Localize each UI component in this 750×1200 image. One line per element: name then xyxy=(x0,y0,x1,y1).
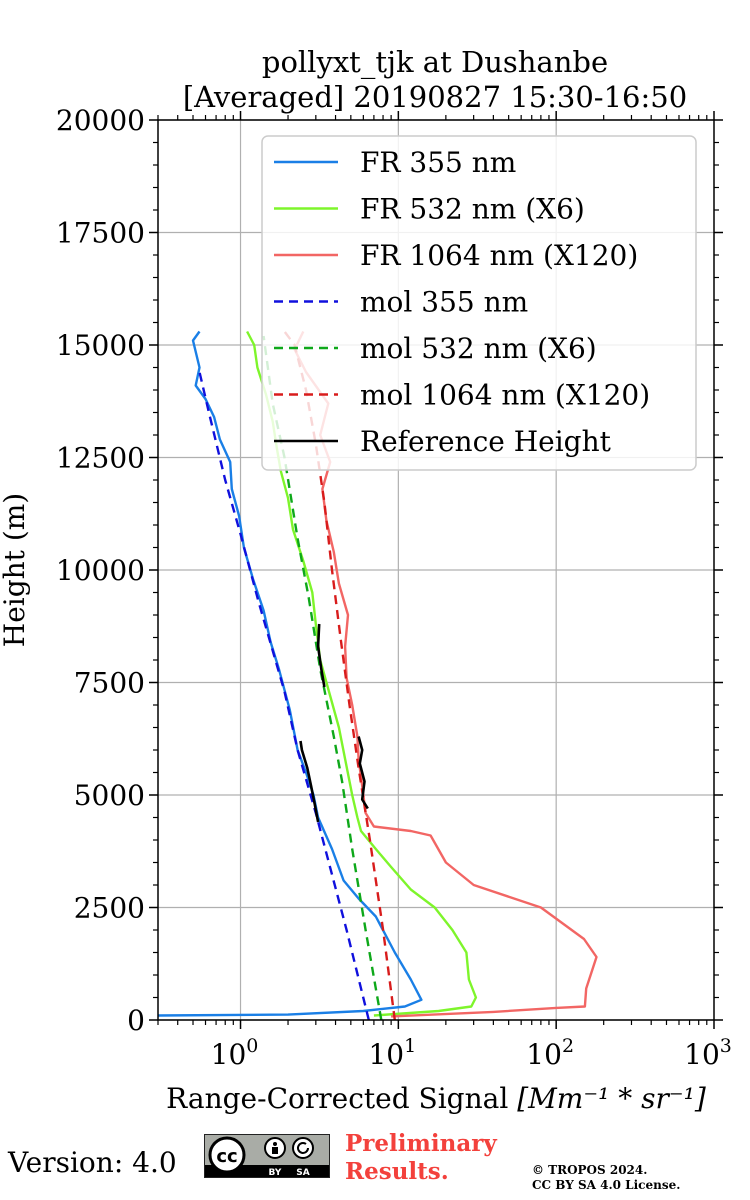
y-tick-label: 12500 xyxy=(56,442,145,475)
legend-label-mol-532-nm-x6: mol 532 nm (X6) xyxy=(360,332,597,365)
y-tick-label: 7500 xyxy=(74,667,145,700)
series-line-reference-height xyxy=(316,623,326,688)
plot-frame xyxy=(157,119,715,1021)
cc-sa-label: SA xyxy=(296,1168,309,1177)
axis-ticks: 0250050007500100001250015000175002000010… xyxy=(56,104,732,1071)
cc-badge-graphic: cc BY SA xyxy=(205,1136,329,1178)
x-tick-label: 100 xyxy=(211,1035,259,1071)
x-tick-base: 10 xyxy=(684,1038,720,1071)
x-tick-base: 10 xyxy=(368,1038,404,1071)
legend: FR 355 nm FR 532 nm (X6) FR 1064 nm (X120)… xyxy=(261,135,697,471)
y-tick-label: 17500 xyxy=(56,217,145,250)
preliminary-results-note: Preliminary Results. xyxy=(345,1130,497,1186)
y-axis-label: Height (m) xyxy=(0,493,31,647)
x-tick-base: 10 xyxy=(526,1038,562,1071)
cc-license-badge: cc BY SA xyxy=(204,1134,330,1178)
y-tick-label: 5000 xyxy=(74,779,145,812)
y-tick-label: 2500 xyxy=(74,892,145,925)
x-tick-exponent: 1 xyxy=(404,1035,416,1057)
y-tick-label: 10000 xyxy=(56,554,145,587)
x-tick-label: 103 xyxy=(684,1035,732,1071)
legend-label-fr-355-nm: FR 355 nm xyxy=(360,146,516,179)
legend-label-mol-1064-nm-x120: mol 1064 nm (X120) xyxy=(360,379,650,412)
x-tick-exponent: 2 xyxy=(562,1035,574,1057)
copyright-line-2: CC BY SA 4.0 License. xyxy=(532,1178,681,1192)
x-axis-label-text: Range-Corrected Signal xyxy=(166,1082,508,1115)
x-tick-label: 102 xyxy=(526,1035,574,1071)
cc-icon: cc xyxy=(216,1146,237,1167)
x-tick-base: 10 xyxy=(211,1038,247,1071)
legend-label-fr-532-nm-x6: FR 532 nm (X6) xyxy=(360,193,585,226)
series-line-mol-1064-nm-x120 xyxy=(283,330,396,1021)
series-line-reference-height xyxy=(357,736,369,810)
chart-title: pollyxt_tjk at Dushanbe xyxy=(262,45,608,80)
series-line-reference-height xyxy=(299,740,320,823)
cc-by-label: BY xyxy=(269,1168,282,1177)
x-tick-exponent: 3 xyxy=(720,1035,732,1057)
y-tick-label: 0 xyxy=(127,1004,145,1037)
lidar-profile-chart: pollyxt_tjk at Dushanbe [Averaged] 20190… xyxy=(0,45,732,1115)
copyright-note: © TROPOS 2024. CC BY SA 4.0 License. xyxy=(532,1163,680,1193)
legend-label-mol-355-nm: mol 355 nm xyxy=(360,286,528,319)
preliminary-line-1: Preliminary xyxy=(345,1130,497,1157)
x-tick-exponent: 0 xyxy=(246,1035,258,1057)
y-tick-label: 20000 xyxy=(56,104,145,137)
legend-box xyxy=(261,135,697,471)
series-line-mol-355-nm xyxy=(198,371,370,1021)
copyright-line-1: © TROPOS 2024. xyxy=(532,1163,648,1177)
version-label: Version: 4.0 xyxy=(8,1146,177,1179)
x-axis-label: Range-Corrected Signal [Mm⁻¹ * sr⁻¹] xyxy=(166,1082,706,1115)
y-tick-label: 15000 xyxy=(56,329,145,362)
x-tick-label: 101 xyxy=(368,1035,416,1071)
x-axis-label-unit: [Mm⁻¹ * sr⁻¹] xyxy=(517,1082,706,1115)
preliminary-line-2: Results. xyxy=(345,1158,449,1185)
legend-label-fr-1064-nm-x120: FR 1064 nm (X120) xyxy=(360,239,638,272)
chart-subtitle: [Averaged] 20190827 15:30-16:50 xyxy=(183,80,687,114)
legend-label-reference-height: Reference Height xyxy=(360,425,612,458)
